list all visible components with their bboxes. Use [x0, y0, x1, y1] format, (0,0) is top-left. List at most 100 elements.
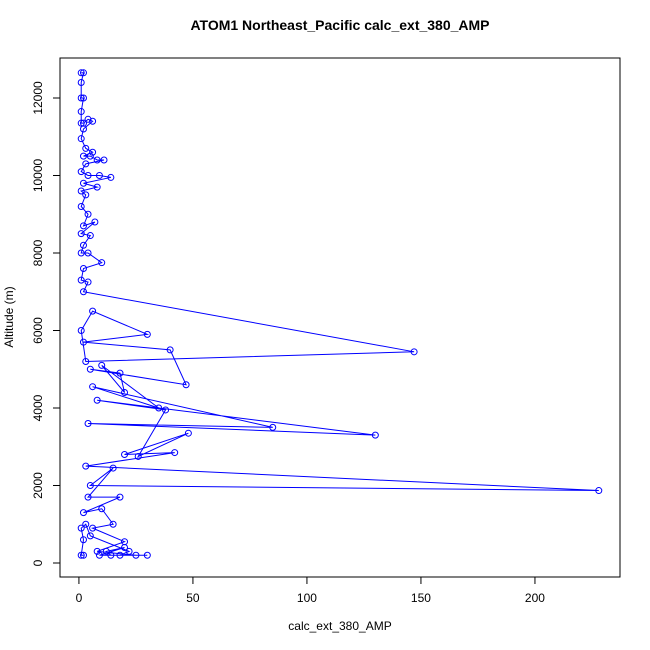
data-point [79, 179, 87, 187]
plot-box [59, 57, 621, 578]
data-point [84, 249, 92, 257]
x-axis-label: calc_ext_380_AMP [288, 619, 391, 633]
data-point [121, 389, 129, 397]
data-point [171, 449, 179, 457]
data-point [162, 406, 170, 414]
data-point [410, 348, 418, 356]
data-point [77, 551, 85, 559]
y-tick-label: 0 [31, 559, 45, 566]
data-point [82, 144, 90, 152]
data-point [100, 156, 108, 164]
data-point [77, 524, 85, 532]
data-point [84, 115, 92, 123]
data-point [109, 464, 117, 472]
data-point [134, 452, 142, 460]
data-point [77, 276, 85, 284]
data-point [116, 369, 124, 377]
data-point [95, 551, 103, 559]
data-point [82, 462, 90, 470]
data-point [79, 509, 87, 517]
data-point [107, 551, 115, 559]
y-tick-label: 8000 [31, 239, 45, 266]
data-point [98, 259, 106, 267]
data-point [79, 551, 87, 559]
data-point [166, 346, 174, 354]
data-point [79, 125, 87, 133]
data-point [121, 544, 129, 552]
data-point [89, 383, 97, 391]
y-axis-label: Altitude (m) [2, 286, 16, 347]
data-point [77, 78, 85, 86]
data-point [79, 241, 87, 249]
data-point [77, 94, 85, 102]
data-point [98, 505, 106, 513]
data-line [80, 72, 599, 556]
y-tick-label: 2000 [31, 472, 45, 499]
data-point [77, 249, 85, 257]
chart-title: ATOM1 Northeast_Pacific calc_ext_380_AMP [190, 17, 489, 33]
data-point [79, 69, 87, 77]
data-point [371, 431, 379, 439]
data-point [107, 173, 115, 181]
data-point [89, 148, 97, 156]
data-point [102, 547, 110, 555]
data-point [86, 482, 94, 490]
x-tick-label: 50 [186, 591, 200, 605]
x-tick-label: 100 [297, 591, 317, 605]
data-point [79, 338, 87, 346]
data-point [79, 94, 87, 102]
data-point [82, 358, 90, 366]
data-point [79, 264, 87, 272]
data-point [86, 532, 94, 540]
data-point [84, 210, 92, 218]
data-point [143, 551, 151, 559]
data-point [84, 171, 92, 179]
data-point [77, 108, 85, 116]
data-point [93, 547, 101, 555]
data-point [95, 171, 103, 179]
data-point [77, 168, 85, 176]
data-point [79, 152, 87, 160]
data-point [109, 520, 117, 528]
data-point [77, 187, 85, 195]
data-point [77, 69, 85, 77]
data-point [84, 420, 92, 428]
data-point [269, 423, 277, 431]
data-point [91, 218, 99, 226]
x-tick-label: 0 [76, 591, 83, 605]
y-tick-label: 10000 [31, 158, 45, 192]
data-point [182, 381, 190, 389]
data-point [77, 202, 85, 210]
data-point [84, 493, 92, 501]
data-point [77, 230, 85, 238]
data-point [86, 152, 94, 160]
x-tick-label: 200 [525, 591, 545, 605]
data-point [132, 551, 140, 559]
data-point [155, 404, 163, 412]
data-point [121, 451, 129, 459]
data-point [82, 191, 90, 199]
data-point [89, 307, 97, 315]
x-tick-label: 150 [411, 591, 431, 605]
data-point [77, 327, 85, 335]
data-point [82, 160, 90, 168]
data-point [79, 536, 87, 544]
data-point [82, 520, 90, 528]
data-point [93, 183, 101, 191]
data-point [125, 547, 133, 555]
y-tick-label: 4000 [31, 394, 45, 421]
data-point [93, 396, 101, 404]
data-point [93, 156, 101, 164]
data-point [184, 429, 192, 437]
y-tick-label: 6000 [31, 317, 45, 344]
y-tick-label: 12000 [31, 81, 45, 115]
data-point [86, 232, 94, 240]
data-point [116, 493, 124, 501]
data-point [143, 330, 151, 338]
data-point [595, 487, 603, 495]
data-point [79, 222, 87, 230]
data-point [77, 135, 85, 143]
data-point [86, 365, 94, 373]
